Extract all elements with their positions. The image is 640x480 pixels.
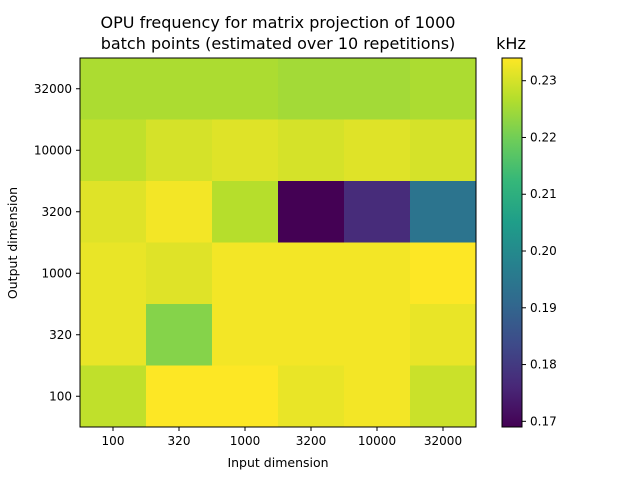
x-axis-label: Input dimension [227, 455, 328, 470]
heatmap-cell [212, 119, 279, 182]
heatmap-cell [212, 304, 279, 366]
x-tick-label: 1000 [230, 434, 261, 448]
x-tick-label: 320 [168, 434, 191, 448]
colorbar-tick-label: 0.22 [530, 130, 557, 144]
colorbar-tick-label: 0.20 [530, 244, 557, 258]
heatmap-cell [212, 365, 279, 428]
heatmap-cell [344, 58, 411, 120]
x-tick-label: 3200 [296, 434, 327, 448]
y-tick-label: 320 [49, 328, 72, 342]
y-tick-label: 32000 [34, 82, 72, 96]
heatmap-cell [80, 181, 147, 243]
heatmap-cell [278, 119, 345, 182]
heatmap-cell [146, 181, 213, 243]
heatmap-cell [146, 365, 213, 428]
colorbar-tick-label: 0.21 [530, 187, 557, 201]
x-axis-ticks: 100 320 1000 3200 10000 32000 [102, 427, 462, 448]
chart-title-line-1: OPU frequency for matrix projection of 1… [101, 13, 456, 32]
y-tick-label: 100 [49, 389, 72, 403]
colorbar-label: kHz [496, 34, 526, 53]
heatmap-cell [80, 119, 147, 182]
heatmap-cell [278, 58, 345, 120]
heatmap-cell [410, 304, 477, 366]
heatmap-cell [344, 365, 411, 428]
heatmap-cell [344, 242, 411, 305]
heatmap-cell [278, 365, 345, 428]
heatmap-cell [410, 365, 477, 428]
heatmap-cells [80, 58, 477, 428]
heatmap-cell [80, 304, 147, 366]
heatmap-cell [80, 58, 147, 120]
heatmap-frame [79, 57, 477, 428]
heatmap-cell [146, 58, 213, 120]
y-tick-label: 10000 [34, 143, 72, 157]
y-tick-label: 1000 [41, 266, 72, 280]
x-tick-label: 10000 [358, 434, 396, 448]
heatmap-cell [80, 242, 147, 305]
heatmap-cell [278, 181, 345, 243]
heatmap-cell [344, 181, 411, 243]
heatmap-cell [80, 365, 147, 428]
y-axis-label: Output dimension [5, 187, 20, 299]
heatmap-cell [278, 242, 345, 305]
colorbar-tick-label: 0.23 [530, 74, 557, 88]
heatmap-cell [212, 242, 279, 305]
colorbar-tick-label: 0.18 [530, 358, 557, 372]
x-tick-label: 100 [102, 434, 125, 448]
y-axis-ticks: 32000 10000 3200 1000 320 100 [34, 82, 80, 403]
heatmap-cell [344, 304, 411, 366]
heatmap-cell [410, 181, 477, 243]
heatmap-cell [146, 119, 213, 182]
heatmap-cell [344, 119, 411, 182]
colorbar [501, 57, 523, 428]
y-tick-label: 3200 [41, 205, 72, 219]
heatmap-cell [410, 119, 477, 182]
heatmap-cell [212, 58, 279, 120]
heatmap-cell [146, 304, 213, 366]
heatmap-cell [278, 304, 345, 366]
heatmap-cell [146, 242, 213, 305]
colorbar-ticks: 0.17 0.18 0.19 0.20 0.21 0.22 0.23 [522, 74, 557, 428]
heatmap-cell [410, 242, 477, 305]
heatmap-cell [212, 181, 279, 243]
chart-title-line-2: batch points (estimated over 10 repetiti… [101, 34, 456, 53]
heatmap-cell [410, 58, 477, 120]
colorbar-tick-label: 0.17 [530, 414, 557, 428]
colorbar-tick-label: 0.19 [530, 301, 557, 315]
x-tick-label: 32000 [424, 434, 462, 448]
